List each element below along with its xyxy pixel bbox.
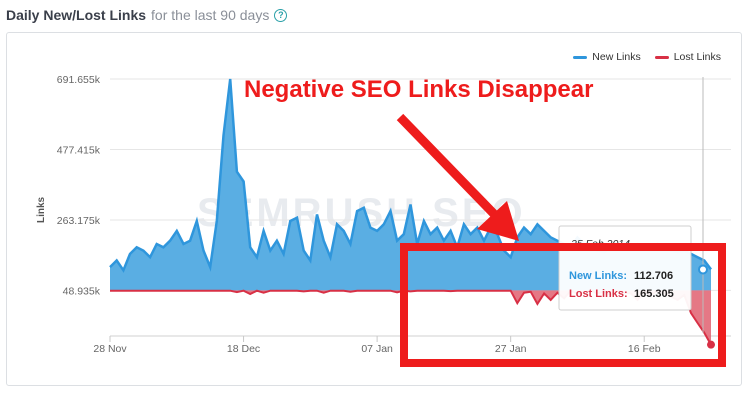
hover-point-new [698, 264, 708, 275]
y-tick-label: 691.655k [57, 74, 101, 86]
y-tick-label: 263.175k [57, 215, 101, 227]
y-tick-label: 48.935k [63, 285, 101, 297]
annotation-arrow [396, 113, 519, 241]
chart-plot: SEMRUSH SEO 48.935k263.175k477.415k691.6… [36, 74, 731, 367]
legend-label-new: New Links [592, 51, 641, 63]
chart-header: Daily New/Lost Links for the last 90 day… [6, 5, 288, 25]
tooltip-new-label: New Links: [569, 270, 627, 282]
annotation-text: Negative SEO Links Disappear [244, 76, 593, 103]
tooltip-lost-value: 165.305 [634, 288, 674, 300]
y-axis-ticks: 48.935k 263.175k 477.415k 691.655k [57, 74, 101, 297]
legend-swatch-lost [654, 55, 669, 59]
legend-label-lost: Lost Links [673, 51, 721, 63]
legend-swatch-new [573, 55, 588, 59]
hover-point-lost [707, 340, 715, 349]
tooltip: 25 Feb 2014 New Links: 112.706 Lost Link… [558, 225, 692, 311]
gridlines [110, 78, 731, 337]
y-axis-title: Links [36, 196, 47, 223]
chart-panel: New Links Lost Links SEMRUSH SEO 48.935k… [6, 32, 742, 386]
x-axis-ticks: 28 Nov 18 Dec 07 Jan 27 Jan 16 Feb [93, 336, 661, 355]
help-icon[interactable]: ? [274, 8, 288, 22]
chart-title: Daily New/Lost Links [6, 7, 147, 23]
x-tick-label: 16 Feb [628, 343, 661, 355]
tooltip-new-value: 112.706 [634, 270, 673, 282]
legend-lost-links[interactable]: Lost Links [654, 51, 721, 63]
legend-new-links[interactable]: New Links [573, 51, 641, 63]
annotation-highlight-box [400, 243, 726, 367]
x-tick-label: 27 Jan [495, 343, 527, 355]
x-tick-label: 18 Dec [227, 343, 260, 355]
chart-subtitle: for the last 90 days [151, 7, 270, 23]
chart-legend: New Links Lost Links [573, 51, 721, 63]
x-tick-label: 28 Nov [93, 343, 127, 355]
x-tick-label: 07 Jan [361, 343, 393, 355]
y-tick-label: 477.415k [57, 144, 101, 156]
tooltip-lost-label: Lost Links: [569, 288, 628, 300]
